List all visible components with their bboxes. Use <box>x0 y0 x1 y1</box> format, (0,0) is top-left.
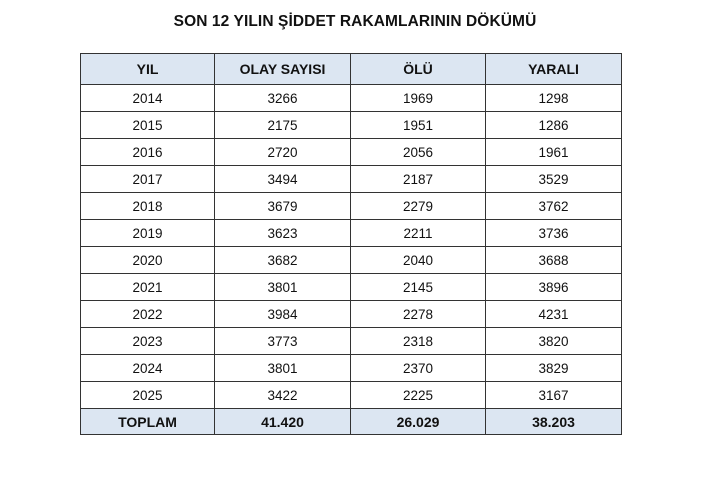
table-row: 2018 3679 2279 3762 <box>80 192 622 220</box>
table-row: 2016 2720 2056 1961 <box>80 138 622 166</box>
cell-incident-count: 2720 <box>214 138 351 166</box>
cell-deaths: 2225 <box>350 381 486 409</box>
cell-incident-count: 3679 <box>214 192 351 220</box>
page-title: SON 12 YILIN ŞİDDET RAKAMLARININ DÖKÜMÜ <box>173 13 537 30</box>
cell-deaths: 2056 <box>350 138 486 166</box>
header-year: YIL <box>80 53 215 85</box>
cell-injured: 3167 <box>485 381 622 409</box>
cell-incident-count: 2175 <box>214 111 351 139</box>
cell-incident-count: 3623 <box>214 219 351 247</box>
table-row: 2014 3266 1969 1298 <box>80 84 622 112</box>
cell-deaths: 2187 <box>350 165 486 193</box>
total-injured: 38.203 <box>485 408 622 435</box>
cell-deaths: 1951 <box>350 111 486 139</box>
cell-deaths: 2318 <box>350 327 486 355</box>
cell-year: 2014 <box>80 84 215 112</box>
cell-injured: 4231 <box>485 300 622 328</box>
cell-injured: 3762 <box>485 192 622 220</box>
table-row: 2023 3773 2318 3820 <box>80 327 622 355</box>
cell-year: 2025 <box>80 381 215 409</box>
cell-year: 2020 <box>80 246 215 274</box>
cell-year: 2022 <box>80 300 215 328</box>
cell-incident-count: 3984 <box>214 300 351 328</box>
header-injured: YARALI <box>485 53 622 85</box>
cell-injured: 3896 <box>485 273 622 301</box>
cell-deaths: 2278 <box>350 300 486 328</box>
cell-incident-count: 3682 <box>214 246 351 274</box>
cell-year: 2019 <box>80 219 215 247</box>
cell-incident-count: 3266 <box>214 84 351 112</box>
cell-deaths: 2370 <box>350 354 486 382</box>
table-row: 2020 3682 2040 3688 <box>80 246 622 274</box>
table-row: 2025 3422 2225 3167 <box>80 381 622 409</box>
cell-year: 2023 <box>80 327 215 355</box>
cell-injured: 3820 <box>485 327 622 355</box>
cell-deaths: 2040 <box>350 246 486 274</box>
cell-year: 2024 <box>80 354 215 382</box>
table-header-row: YIL OLAY SAYISI ÖLÜ YARALI <box>80 53 622 85</box>
header-deaths: ÖLÜ <box>350 53 486 85</box>
cell-injured: 3736 <box>485 219 622 247</box>
cell-year: 2017 <box>80 165 215 193</box>
table-row: 2015 2175 1951 1286 <box>80 111 622 139</box>
cell-injured: 3829 <box>485 354 622 382</box>
cell-year: 2016 <box>80 138 215 166</box>
cell-year: 2018 <box>80 192 215 220</box>
cell-year: 2021 <box>80 273 215 301</box>
cell-deaths: 1969 <box>350 84 486 112</box>
table-row: 2024 3801 2370 3829 <box>80 354 622 382</box>
total-label: TOPLAM <box>80 408 215 435</box>
cell-injured: 1961 <box>485 138 622 166</box>
cell-injured: 3688 <box>485 246 622 274</box>
cell-incident-count: 3494 <box>214 165 351 193</box>
cell-incident-count: 3422 <box>214 381 351 409</box>
cell-injured: 3529 <box>485 165 622 193</box>
total-deaths: 26.029 <box>350 408 486 435</box>
table-row: 2019 3623 2211 3736 <box>80 219 622 247</box>
cell-incident-count: 3801 <box>214 273 351 301</box>
total-incident-count: 41.420 <box>214 408 351 435</box>
table-total-row: TOPLAM 41.420 26.029 38.203 <box>80 408 622 435</box>
cell-injured: 1286 <box>485 111 622 139</box>
table-row: 2017 3494 2187 3529 <box>80 165 622 193</box>
cell-year: 2015 <box>80 111 215 139</box>
header-incident-count: OLAY SAYISI <box>214 53 351 85</box>
cell-incident-count: 3801 <box>214 354 351 382</box>
table-row: 2021 3801 2145 3896 <box>80 273 622 301</box>
table-row: 2022 3984 2278 4231 <box>80 300 622 328</box>
violence-stats-table: YIL OLAY SAYISI ÖLÜ YARALI 2014 3266 196… <box>80 53 622 435</box>
cell-deaths: 2211 <box>350 219 486 247</box>
cell-injured: 1298 <box>485 84 622 112</box>
cell-deaths: 2145 <box>350 273 486 301</box>
cell-incident-count: 3773 <box>214 327 351 355</box>
cell-deaths: 2279 <box>350 192 486 220</box>
